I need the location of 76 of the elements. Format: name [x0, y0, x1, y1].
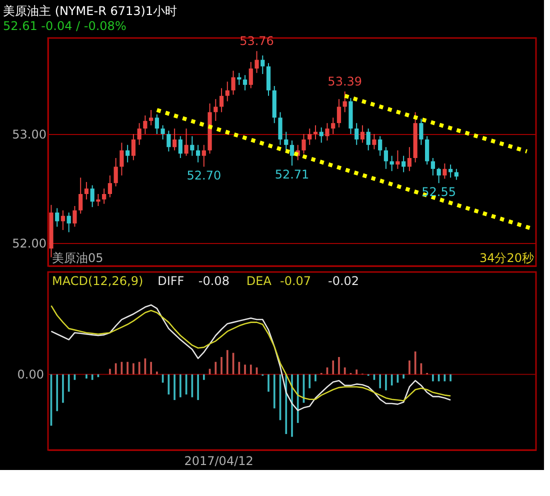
candlestick: [372, 134, 376, 150]
candlestick: [302, 134, 306, 154]
candlestick: [114, 158, 118, 187]
candlestick: [225, 81, 230, 102]
candlestick: [219, 88, 224, 113]
candlestick: [154, 114, 159, 134]
candlestick: [266, 62, 271, 96]
candlestick: [90, 184, 94, 208]
candlestick: [149, 110, 154, 126]
candlestick: [55, 208, 60, 228]
text: 2017/04/12: [184, 454, 254, 468]
candlestick: [419, 118, 424, 146]
annotation: 52.55: [422, 185, 456, 200]
candlestick: [172, 128, 177, 151]
candlestick: [166, 130, 171, 152]
candlestick: [214, 98, 218, 122]
y-tick-label: 53.00: [12, 128, 46, 142]
candlestick: [196, 144, 200, 163]
candlestick: [442, 162, 447, 180]
candlestick: [137, 122, 142, 146]
series-label: DIFF: [158, 274, 184, 288]
candlestick: [96, 194, 100, 206]
candlestick: [108, 174, 112, 198]
chart-title: 美原油主 (NYME-R 6713)1小时: [3, 4, 178, 18]
annotation: 52.70: [186, 168, 222, 183]
annotation: 34分20秒: [479, 251, 534, 265]
text: -0.02: [328, 274, 360, 288]
candlestick: [84, 182, 89, 200]
candlestick: [366, 128, 370, 151]
candlestick: [72, 206, 77, 228]
candlestick: [120, 142, 124, 176]
candlestick: [131, 134, 136, 161]
candlestick: [66, 212, 71, 233]
candlestick: [160, 124, 165, 140]
candlestick: [231, 70, 236, 96]
candlestick: [378, 136, 382, 156]
candlestick: [354, 122, 359, 146]
candlestick: [308, 128, 312, 146]
candlestick: [190, 136, 194, 156]
candlestick: [430, 158, 435, 176]
candlestick: [184, 128, 188, 156]
candlestick: [325, 122, 330, 142]
candlestick: [260, 54, 265, 74]
candlestick: [143, 114, 148, 134]
candlestick: [331, 117, 336, 134]
candlestick: [425, 136, 430, 166]
candlestick: [454, 168, 458, 180]
annotation: 53.76: [240, 34, 274, 48]
candlestick: [248, 62, 253, 89]
annotation: 美原油05: [52, 251, 104, 265]
candlestick: [254, 50, 259, 74]
candlestick: [284, 131, 288, 151]
text: -0.08: [198, 274, 230, 288]
ref-line-label: 0.00: [17, 367, 44, 382]
candlestick: [126, 144, 130, 163]
candlestick: [102, 188, 106, 204]
candlestick: [202, 144, 206, 168]
candlestick: [336, 98, 342, 128]
text: DEA: [246, 274, 272, 288]
text: -0.07: [280, 274, 312, 288]
candlestick: [178, 136, 182, 158]
candlestick: [60, 210, 66, 230]
annotation: 52.71: [274, 168, 310, 182]
chart-subtitle: 52.61 -0.04 / -0.08%: [3, 19, 126, 34]
candlestick: [78, 177, 83, 214]
candlestick: [384, 146, 388, 170]
y-tick-label: 52.00: [12, 236, 46, 251]
candlestick: [242, 74, 248, 91]
candlestick: [436, 167, 441, 184]
annotation: 53.39: [328, 74, 362, 88]
candlestick: [290, 140, 294, 166]
candlestick: [396, 150, 400, 170]
candlestick: [278, 112, 282, 146]
candlestick: [407, 146, 412, 172]
chart-title: MACD(12,26,9): [52, 274, 144, 288]
candlestick: [360, 124, 365, 144]
